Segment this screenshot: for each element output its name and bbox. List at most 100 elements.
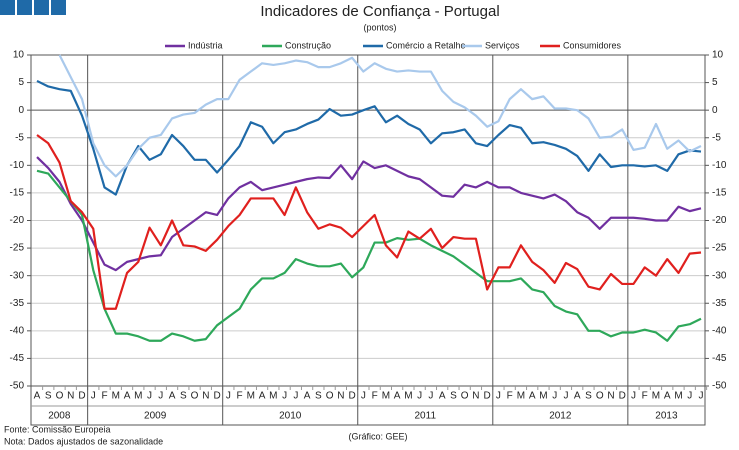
x-tick-label: J	[361, 391, 366, 402]
x-tick-label: J	[496, 391, 501, 402]
legend-label: Construção	[285, 40, 331, 50]
y-tick-label: -35	[10, 298, 25, 309]
y2-tick-label: 5	[712, 77, 718, 88]
x-tick-label: J	[226, 391, 231, 402]
x-tick-label: D	[349, 391, 356, 402]
y-tick-label: -15	[10, 188, 25, 199]
series-line	[58, 54, 702, 178]
x-tick-label: M	[652, 391, 660, 402]
credit: (Gráfico: GEE)	[348, 431, 407, 441]
y2-tick-label: 10	[712, 50, 724, 61]
x-tick-label: F	[237, 391, 243, 402]
x-tick-label: N	[202, 391, 209, 402]
x-tick-label: D	[484, 391, 491, 402]
x-tick-label: A	[664, 391, 671, 402]
y-tick-label: 10	[13, 50, 25, 61]
y-tick-label: -10	[10, 160, 25, 171]
year-label: 2012	[549, 411, 572, 422]
x-tick-label: M	[382, 391, 390, 402]
y2-tick-label: -30	[712, 270, 727, 281]
x-tick-label: A	[169, 391, 176, 402]
x-tick-label: J	[552, 391, 557, 402]
x-tick-label: O	[461, 391, 469, 402]
logo-square	[17, 0, 32, 15]
chart-subtitle: (pontos)	[363, 22, 396, 32]
x-tick-label: J	[428, 391, 433, 402]
year-label: 2010	[279, 411, 302, 422]
x-tick-label: J	[147, 391, 152, 402]
y2-tick-label: -50	[712, 381, 727, 392]
year-label: 2008	[48, 411, 71, 422]
x-tick-label: J	[687, 391, 692, 402]
y2-tick-label: -20	[712, 215, 727, 226]
legend-label: Serviços	[485, 40, 520, 50]
x-tick-label: F	[101, 391, 107, 402]
logo-square	[51, 0, 66, 15]
x-tick-label: A	[34, 391, 41, 402]
legend-label: Consumidores	[563, 40, 622, 50]
y2-tick-label: -25	[712, 243, 727, 254]
x-tick-label: D	[213, 391, 220, 402]
x-tick-label: A	[124, 391, 131, 402]
x-tick-label: O	[56, 391, 64, 402]
x-tick-label: M	[517, 391, 525, 402]
x-tick-label: M	[404, 391, 412, 402]
x-tick-label: M	[269, 391, 277, 402]
x-tick-label: S	[180, 391, 187, 402]
x-tick-label: A	[574, 391, 581, 402]
y-tick-label: -50	[10, 381, 25, 392]
y2-tick-label: -35	[712, 298, 727, 309]
x-tick-label: O	[596, 391, 604, 402]
year-label: 2013	[655, 411, 678, 422]
x-tick-label: A	[259, 391, 266, 402]
x-tick-label: J	[282, 391, 287, 402]
x-tick-label: M	[134, 391, 142, 402]
y2-tick-label: -5	[712, 132, 721, 143]
y-tick-label: -5	[15, 132, 24, 143]
x-tick-label: A	[439, 391, 446, 402]
x-tick-label: N	[67, 391, 74, 402]
x-tick-label: A	[304, 391, 311, 402]
x-tick-label: J	[417, 391, 422, 402]
y2-tick-label: -45	[712, 353, 727, 364]
x-tick-label: J	[293, 391, 298, 402]
chart-title: Indicadores de Confiança - Portugal	[260, 3, 499, 20]
x-tick-label: J	[631, 391, 636, 402]
x-tick-label: J	[699, 391, 704, 402]
x-tick-label: S	[315, 391, 322, 402]
x-tick-label: N	[607, 391, 614, 402]
year-label: 2011	[415, 411, 437, 422]
y-tick-label: -40	[10, 325, 25, 336]
logo-square	[0, 0, 15, 15]
x-tick-label: S	[45, 391, 52, 402]
x-tick-label: D	[78, 391, 85, 402]
series-line	[36, 156, 702, 272]
x-tick-label: F	[507, 391, 513, 402]
x-tick-label: M	[674, 391, 682, 402]
y-tick-label: 5	[18, 77, 24, 88]
logo-square	[34, 0, 49, 15]
x-tick-label: M	[247, 391, 255, 402]
x-tick-label: M	[539, 391, 547, 402]
note: Fonte: Comissão Europeia	[4, 424, 111, 434]
x-tick-label: F	[642, 391, 648, 402]
x-tick-label: A	[529, 391, 536, 402]
y-tick-label: -30	[10, 270, 25, 281]
x-tick-label: N	[337, 391, 344, 402]
x-tick-label: N	[472, 391, 479, 402]
x-tick-label: O	[191, 391, 199, 402]
series-line	[36, 79, 702, 196]
x-tick-label: J	[563, 391, 568, 402]
legend-label: Indústria	[188, 40, 223, 50]
note: Nota: Dados ajustados de sazonalidade	[4, 436, 163, 446]
y-tick-label: 0	[18, 105, 24, 116]
year-label: 2009	[144, 411, 167, 422]
x-tick-label: J	[91, 391, 96, 402]
x-tick-label: D	[619, 391, 626, 402]
series-line	[36, 169, 702, 342]
y2-tick-label: 0	[712, 105, 718, 116]
series-line	[36, 134, 702, 310]
y-tick-label: -25	[10, 243, 25, 254]
y2-tick-label: -15	[712, 188, 727, 199]
